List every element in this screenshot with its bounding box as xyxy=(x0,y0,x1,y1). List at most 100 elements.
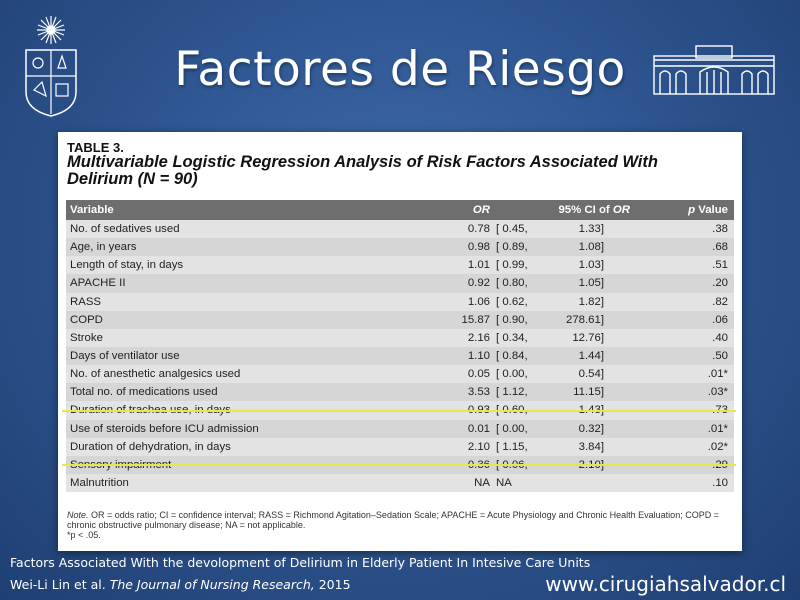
highlight-line-medications xyxy=(62,410,736,412)
table-label: TABLE 3. xyxy=(67,140,124,155)
cell-ci: [ 0.90, 278.61] xyxy=(490,311,662,329)
cell-ci-low: [ 0.84, xyxy=(496,350,528,363)
cell-or: 0.98 xyxy=(467,241,490,254)
cell-variable: RASS xyxy=(70,295,102,308)
cell-or: 1.06 xyxy=(467,295,490,308)
slide-title: Factores de Riesgo xyxy=(174,42,626,97)
cell-ci: [ 1.15, 3.84] xyxy=(490,438,662,456)
cell-or: 0.05 xyxy=(467,368,490,381)
cell-ci: [ 0.84, 1.44] xyxy=(490,347,662,365)
cell-p-value: .02* xyxy=(707,440,728,453)
highlight-line-dehydration xyxy=(62,464,736,466)
cell-ci-high: 0.32] xyxy=(578,422,604,435)
cell-or: 15.87 xyxy=(461,313,490,326)
cell-or: 2.10 xyxy=(467,440,490,453)
cell-p-value: .51 xyxy=(712,259,728,272)
cell-ci: [ 0.45, 1.33] xyxy=(490,220,662,238)
cell-ci: [ 0.00, 0.54] xyxy=(490,365,662,383)
cell-ci: [ 0.00, 0.32] xyxy=(490,420,662,438)
cell-or: 0.78 xyxy=(467,223,490,236)
cell-ci-high: 1.03] xyxy=(578,259,604,272)
table-heading: Multivariable Logistic Regression Analys… xyxy=(67,153,658,188)
cell-variable: Total no. of medications used xyxy=(70,386,218,399)
cell-ci-low: [ 1.15, xyxy=(496,440,528,453)
cell-p-value: .82 xyxy=(712,295,728,308)
cell-or: 1.01 xyxy=(467,259,490,272)
cell-variable: Days of ventilator use xyxy=(70,350,180,363)
cell-variable: Length of stay, in days xyxy=(70,259,184,272)
cell-or: 1.10 xyxy=(467,350,490,363)
footnote: *p < .05. xyxy=(67,530,101,540)
cell-variable: COPD xyxy=(70,313,103,326)
cell-ci-high: 1.33] xyxy=(578,223,604,236)
cell-ci-high: 3.84] xyxy=(578,440,604,453)
cell-ci-low: [ 0.80, xyxy=(496,277,528,290)
cell-variable: APACHE II xyxy=(70,277,126,290)
table-row: RASS 1.06 [ 0.62, 1.82] .82 xyxy=(66,292,734,311)
table-row: Length of stay, in days 1.01 [ 0.99, 1.03].… xyxy=(66,256,734,275)
cell-variable: No. of anesthetic analgesics used xyxy=(70,368,241,381)
table-row: No. of sedatives used 0.78 [ 0.45, 1.33] .38 xyxy=(66,220,734,239)
note-text: OR = odds ratio; CI = confidence interva… xyxy=(67,510,719,530)
cell-p-value: .01* xyxy=(707,422,728,435)
hospital-building-icon xyxy=(653,45,775,95)
cell-ci: [ 0.99, 1.03] xyxy=(490,256,662,274)
table-row: COPD 15.87 [ 0.90, 278.61] .06 xyxy=(66,310,734,329)
table-row: Days of ventilator use 1.10 [ 0.84, 1.44] .5… xyxy=(66,346,734,366)
cell-p-value: .10 xyxy=(712,477,728,490)
source-title: Factors Associated With the devolopment … xyxy=(10,555,591,570)
cell-ci-high: 0.54] xyxy=(578,368,604,381)
university-crest-icon xyxy=(25,16,77,117)
cell-ci-high: 278.61] xyxy=(565,313,604,326)
table-row: Duration of dehydration, in days 2.10[ 1.… xyxy=(66,437,734,456)
cell-ci-low: [ 0.00, xyxy=(496,422,528,435)
table-document: TABLE 3. Multivariable Logistic Regressi… xyxy=(58,132,742,551)
cell-p-value: .20 xyxy=(712,277,728,290)
cell-or: 0.01 xyxy=(467,422,490,435)
cell-p-value: .40 xyxy=(712,331,728,344)
footer-url: www.cirugiahsalvador.cl xyxy=(545,572,786,596)
regression-table: Variable OR 95% CI of OR p Value No. of … xyxy=(66,200,734,493)
cell-ci-high: 1.08] xyxy=(578,241,604,254)
cell-variable: Malnutrition xyxy=(70,477,129,490)
column-header-or: OR xyxy=(472,204,490,216)
cell-ci-high: 12.76] xyxy=(572,331,604,344)
cell-ci-high: 1.05] xyxy=(578,277,604,290)
cell-variable: Duration of dehydration, in days xyxy=(70,440,231,453)
cell-ci-low: [ 0.62, xyxy=(496,295,528,308)
cell-ci-low: [ 0.45, xyxy=(496,223,528,236)
cell-p-value: .38 xyxy=(712,223,728,236)
citation-journal: The Journal of Nursing Research, xyxy=(109,577,315,592)
cell-or: 0.92 xyxy=(467,277,490,290)
table-row: No. of anesthetic analgesics used 0.05[ 0… xyxy=(66,365,734,384)
cell-ci: [ 0.89, 1.08] xyxy=(490,238,662,256)
cell-variable: Age, in years xyxy=(70,241,137,254)
table-row: Total no. of medications used 3.53[ 1.12,… xyxy=(66,383,734,402)
regression-table-wrapper: Variable OR 95% CI of OR p Value No. of … xyxy=(66,200,734,493)
source-citation: Wei-Li Lin et al. The Journal of Nursing… xyxy=(10,577,351,592)
table-row: Stroke 2.16 [ 0.34, 12.76] .40 xyxy=(66,328,734,347)
citation-authors: Wei-Li Lin et al. xyxy=(10,577,106,592)
cell-ci-high: 11.15] xyxy=(573,386,604,399)
table-row: APACHE II 0.92 [ 0.80, 1.05] .20 xyxy=(66,274,734,293)
cell-ci-low: [ 0.90, xyxy=(496,313,528,326)
cell-ci-low: [ 0.99, xyxy=(496,259,528,272)
cell-ci: [ 0.80, 1.05] xyxy=(490,274,662,292)
cell-variable: Use of steroids before ICU admission xyxy=(70,422,259,435)
cell-or: NA xyxy=(474,477,490,490)
table-row: Malnutrition NA NA .10 xyxy=(66,473,734,493)
cell-ci: [ 0.62, 1.82] xyxy=(490,293,662,311)
table-note: Note. OR = odds ratio; CI = confidence i… xyxy=(67,510,735,540)
cell-p-value: .06 xyxy=(712,313,728,326)
cell-variable: Stroke xyxy=(70,331,103,344)
cell-p-value: .01* xyxy=(707,368,728,381)
cell-ci: NA xyxy=(490,474,662,492)
cell-variable: No. of sedatives used xyxy=(70,223,180,236)
cell-ci: [ 0.34, 12.76] xyxy=(490,329,662,347)
cell-ci: [ 1.12, 11.15] xyxy=(490,383,662,401)
column-header-variable: Variable xyxy=(70,204,114,216)
cell-ci-low: [ 0.34, xyxy=(496,331,528,344)
table-row: Use of steroids before ICU admission 0.01… xyxy=(66,419,734,438)
cell-ci-low: [ 1.12, xyxy=(496,386,528,399)
column-header-ci: 95% CI of OR xyxy=(558,204,630,216)
